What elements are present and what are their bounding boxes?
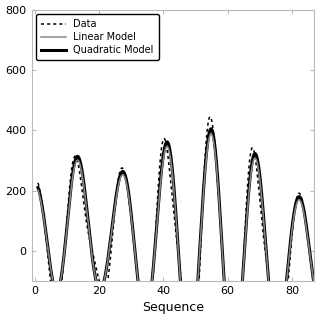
Data <box>305 225 308 229</box>
Quadratic Model <box>50 276 54 279</box>
Data <box>171 197 174 201</box>
Data <box>163 138 167 142</box>
Quadratic Model <box>209 127 213 131</box>
Quadratic Model <box>254 153 258 156</box>
Linear Model <box>305 229 308 233</box>
Line: Data: Data <box>38 117 315 320</box>
Linear Model <box>305 228 308 232</box>
Quadratic Model <box>36 186 40 189</box>
Data <box>50 291 54 295</box>
Linear Model <box>163 148 167 152</box>
Quadratic Model <box>305 226 308 230</box>
Data <box>254 161 258 164</box>
Linear Model <box>36 188 40 192</box>
Data <box>36 181 40 185</box>
Quadratic Model <box>313 285 316 289</box>
Quadratic Model <box>163 144 167 148</box>
Data <box>313 290 316 294</box>
Linear Model <box>209 132 213 136</box>
Data <box>208 115 212 119</box>
Linear Model <box>254 157 258 161</box>
Linear Model <box>313 285 316 289</box>
X-axis label: Sequence: Sequence <box>142 301 204 315</box>
Linear Model <box>50 276 54 279</box>
Linear Model <box>171 172 174 176</box>
Line: Linear Model: Linear Model <box>38 134 315 320</box>
Legend: Data, Linear Model, Quadratic Model: Data, Linear Model, Quadratic Model <box>36 14 159 60</box>
Line: Quadratic Model: Quadratic Model <box>38 129 315 320</box>
Data <box>305 226 308 230</box>
Quadratic Model <box>171 168 174 172</box>
Quadratic Model <box>305 225 308 229</box>
